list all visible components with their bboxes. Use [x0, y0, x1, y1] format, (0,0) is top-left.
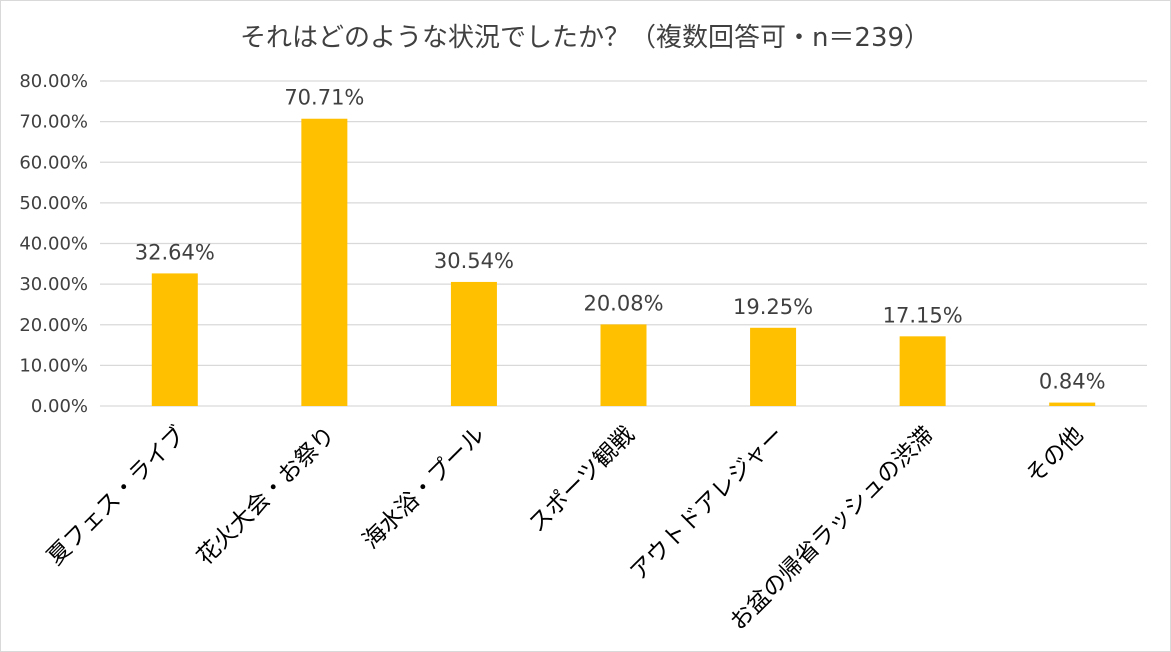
y-tick-label: 70.00% [19, 112, 88, 133]
bar [301, 118, 348, 406]
data-label: 19.25% [733, 295, 813, 319]
x-tick-label: 花火大会・お祭り [192, 422, 340, 570]
bar [151, 273, 198, 406]
gridlines [100, 80, 1147, 407]
x-axis-tick-labels: 夏フェス・ライブ 花火大会・お祭り 海水浴・プール スポーツ観戦アウトドアレジャーお盆… [43, 422, 1089, 636]
y-tick-label: 10.00% [19, 355, 88, 376]
x-tick-label: その他 [1021, 422, 1088, 489]
data-label: 30.54% [434, 249, 514, 273]
y-tick-label: 0.00% [31, 396, 88, 417]
x-tick-label: 夏フェス・ライブ [43, 422, 191, 570]
y-axis-tick-labels: 0.00% 10.00% 20.00% 30.00% 40.00% 50.00% 60.00… [19, 71, 88, 417]
data-label: 20.08% [583, 291, 663, 315]
y-tick-label: 50.00% [19, 193, 88, 214]
x-tick-label: アウトドアレジャー [625, 422, 789, 586]
bar [450, 281, 497, 406]
data-label: 32.64% [135, 240, 215, 264]
y-tick-label: 80.00% [19, 71, 88, 92]
data-label: 17.15% [883, 303, 963, 327]
x-tick-label: 海水浴・プール [358, 422, 490, 554]
bar [1049, 402, 1096, 406]
y-tick-label: 30.00% [19, 274, 88, 295]
bar [750, 327, 797, 406]
y-tick-label: 60.00% [19, 152, 88, 173]
bars [151, 118, 1096, 406]
data-label: 70.71% [284, 86, 364, 110]
bar [600, 324, 647, 406]
chart-title: それはどのような状況でしたか？（複数回答可・n＝239） [240, 23, 930, 53]
bar [899, 336, 946, 406]
x-tick-label: スポーツ観戦 [524, 422, 640, 538]
data-label: 0.84% [1039, 370, 1106, 394]
data-labels: 32.64% 70.71% 30.54% 20.08% 19.25% 17.15% 0.84… [135, 86, 1106, 394]
y-tick-label: 20.00% [19, 315, 88, 336]
y-tick-label: 40.00% [19, 234, 88, 255]
